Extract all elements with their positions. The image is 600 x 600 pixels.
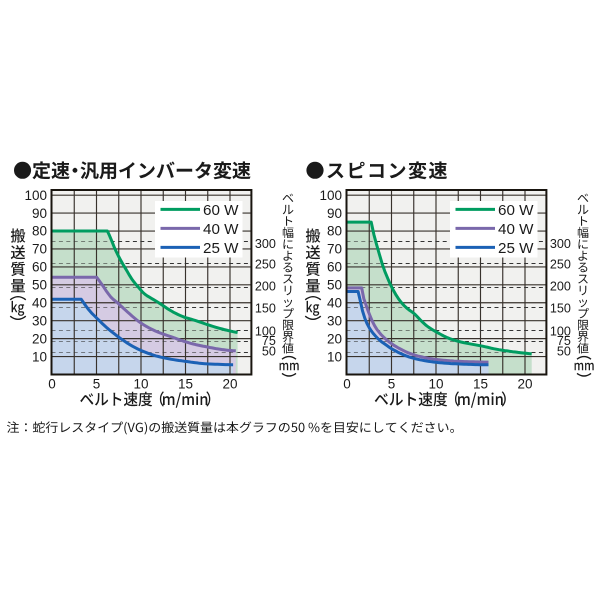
svg-text:40: 40 (32, 296, 47, 311)
svg-text:15: 15 (473, 377, 488, 392)
svg-text:20: 20 (222, 377, 237, 392)
svg-text:200: 200 (550, 279, 571, 293)
svg-text:0: 0 (48, 377, 56, 392)
svg-text:0: 0 (343, 377, 351, 392)
svg-text:20: 20 (32, 331, 47, 346)
svg-text:80: 80 (32, 224, 47, 239)
svg-text:40: 40 (327, 296, 342, 311)
svg-text:50: 50 (557, 345, 571, 359)
svg-text:90: 90 (327, 206, 342, 221)
svg-text:150: 150 (550, 302, 571, 316)
svg-text:150: 150 (255, 302, 276, 316)
svg-text:40 W: 40 W (498, 221, 534, 238)
svg-text:60: 60 (32, 260, 47, 275)
svg-text:25 W: 25 W (203, 240, 239, 257)
svg-text:50: 50 (32, 278, 47, 293)
svg-text:100: 100 (550, 324, 571, 338)
svg-text:300: 300 (550, 237, 571, 251)
svg-text:50: 50 (327, 278, 342, 293)
svg-text:60 W: 60 W (498, 202, 534, 219)
svg-text:60: 60 (327, 260, 342, 275)
svg-text:200: 200 (255, 279, 276, 293)
svg-text:10: 10 (428, 377, 443, 392)
svg-text:90: 90 (32, 206, 47, 221)
svg-text:100: 100 (255, 324, 276, 338)
svg-text:30: 30 (327, 313, 342, 328)
svg-text:10: 10 (327, 349, 342, 364)
svg-text:5: 5 (93, 377, 101, 392)
svg-text:60 W: 60 W (203, 202, 239, 219)
svg-text:70: 70 (327, 242, 342, 257)
svg-text:20: 20 (327, 331, 342, 346)
svg-text:70: 70 (32, 242, 47, 257)
svg-text:80: 80 (327, 224, 342, 239)
svg-text:75: 75 (557, 334, 571, 348)
svg-text:5: 5 (388, 377, 396, 392)
svg-text:100: 100 (319, 188, 342, 203)
svg-text:250: 250 (255, 257, 276, 271)
svg-text:300: 300 (255, 237, 276, 251)
svg-text:250: 250 (550, 257, 571, 271)
svg-text:15: 15 (178, 377, 193, 392)
svg-text:20: 20 (517, 377, 532, 392)
svg-text:50: 50 (262, 345, 276, 359)
svg-text:100: 100 (24, 188, 47, 203)
svg-text:75: 75 (262, 334, 276, 348)
svg-text:10: 10 (32, 349, 47, 364)
svg-text:10: 10 (133, 377, 148, 392)
svg-text:25 W: 25 W (498, 240, 534, 257)
svg-text:30: 30 (32, 313, 47, 328)
svg-text:40 W: 40 W (203, 221, 239, 238)
